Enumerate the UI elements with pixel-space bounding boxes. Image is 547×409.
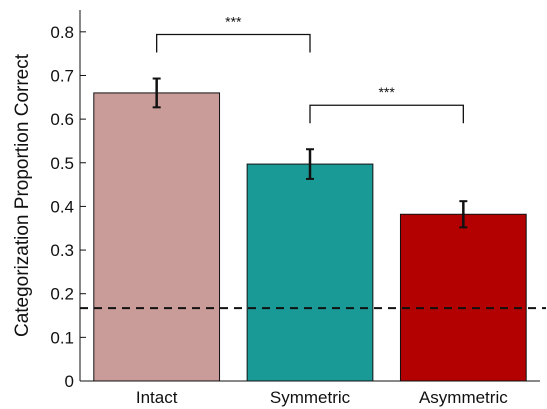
error-bar-intact [152,77,161,109]
bracket-line [156,33,311,53]
x-tick-label-intact: Intact [136,388,178,407]
significance-label: *** [225,14,242,30]
bar-intact [93,92,221,382]
significance-group: *** *** [156,14,464,124]
x-tick-label-symmetric: Symmetric [270,388,351,407]
y-tick-label: 0.4 [50,197,74,216]
y-tick-label: 0.8 [50,23,74,42]
error-bar-asymmetric [459,200,468,229]
y-tick-label: 0.2 [50,285,74,304]
significance-label: *** [378,84,395,100]
bar-symmetric [246,163,374,382]
significance-bracket: *** [309,84,464,124]
y-tick-label: 0.6 [50,110,74,129]
y-axis-label: Categorization Proportion Correct [12,53,33,337]
axes-group: 0 0.1 0.2 0.3 0.4 0.5 0.6 0.7 0.8 Intact Symmetric… [50,10,540,407]
y-tick-label: 0.7 [50,66,74,85]
y-tick-label: 0 [65,372,74,391]
error-bar-symmetric [306,148,314,180]
bars-group [93,92,527,382]
y-tick-label: 0.5 [50,154,74,173]
y-tick-label: 0.3 [50,241,74,260]
bar-asymmetric [399,213,527,382]
significance-bracket: *** [156,14,311,53]
x-tick-label-asymmetric: Asymmetric [419,388,508,407]
y-tick-label: 0.1 [50,328,74,347]
bracket-line [309,104,464,124]
error-bars-group [152,77,468,229]
